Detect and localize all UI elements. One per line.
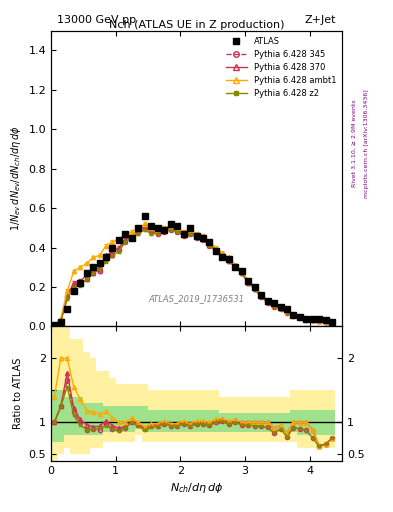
Legend: ATLAS, Pythia 6.428 345, Pythia 6.428 370, Pythia 6.428 ambt1, Pythia 6.428 z2: ATLAS, Pythia 6.428 345, Pythia 6.428 37… <box>223 33 340 101</box>
X-axis label: $N_{ch}/d\eta\,d\phi$: $N_{ch}/d\eta\,d\phi$ <box>170 481 223 495</box>
Text: Z+Jet: Z+Jet <box>305 15 336 25</box>
Text: 13000 GeV pp: 13000 GeV pp <box>57 15 136 25</box>
Text: Rivet 3.1.10, ≥ 2.9M events: Rivet 3.1.10, ≥ 2.9M events <box>352 99 357 187</box>
Y-axis label: Ratio to ATLAS: Ratio to ATLAS <box>13 358 23 429</box>
Text: ATLAS_2019_I1736531: ATLAS_2019_I1736531 <box>149 294 244 303</box>
Y-axis label: $1/N_{ev}\,dN_{ev}/dN_{ch}/d\eta\,d\phi$: $1/N_{ev}\,dN_{ev}/dN_{ch}/d\eta\,d\phi$ <box>9 126 23 231</box>
Text: mcplots.cern.ch [arXiv:1306.3436]: mcplots.cern.ch [arXiv:1306.3436] <box>364 89 369 198</box>
Title: Nch (ATLAS UE in Z production): Nch (ATLAS UE in Z production) <box>109 20 284 30</box>
